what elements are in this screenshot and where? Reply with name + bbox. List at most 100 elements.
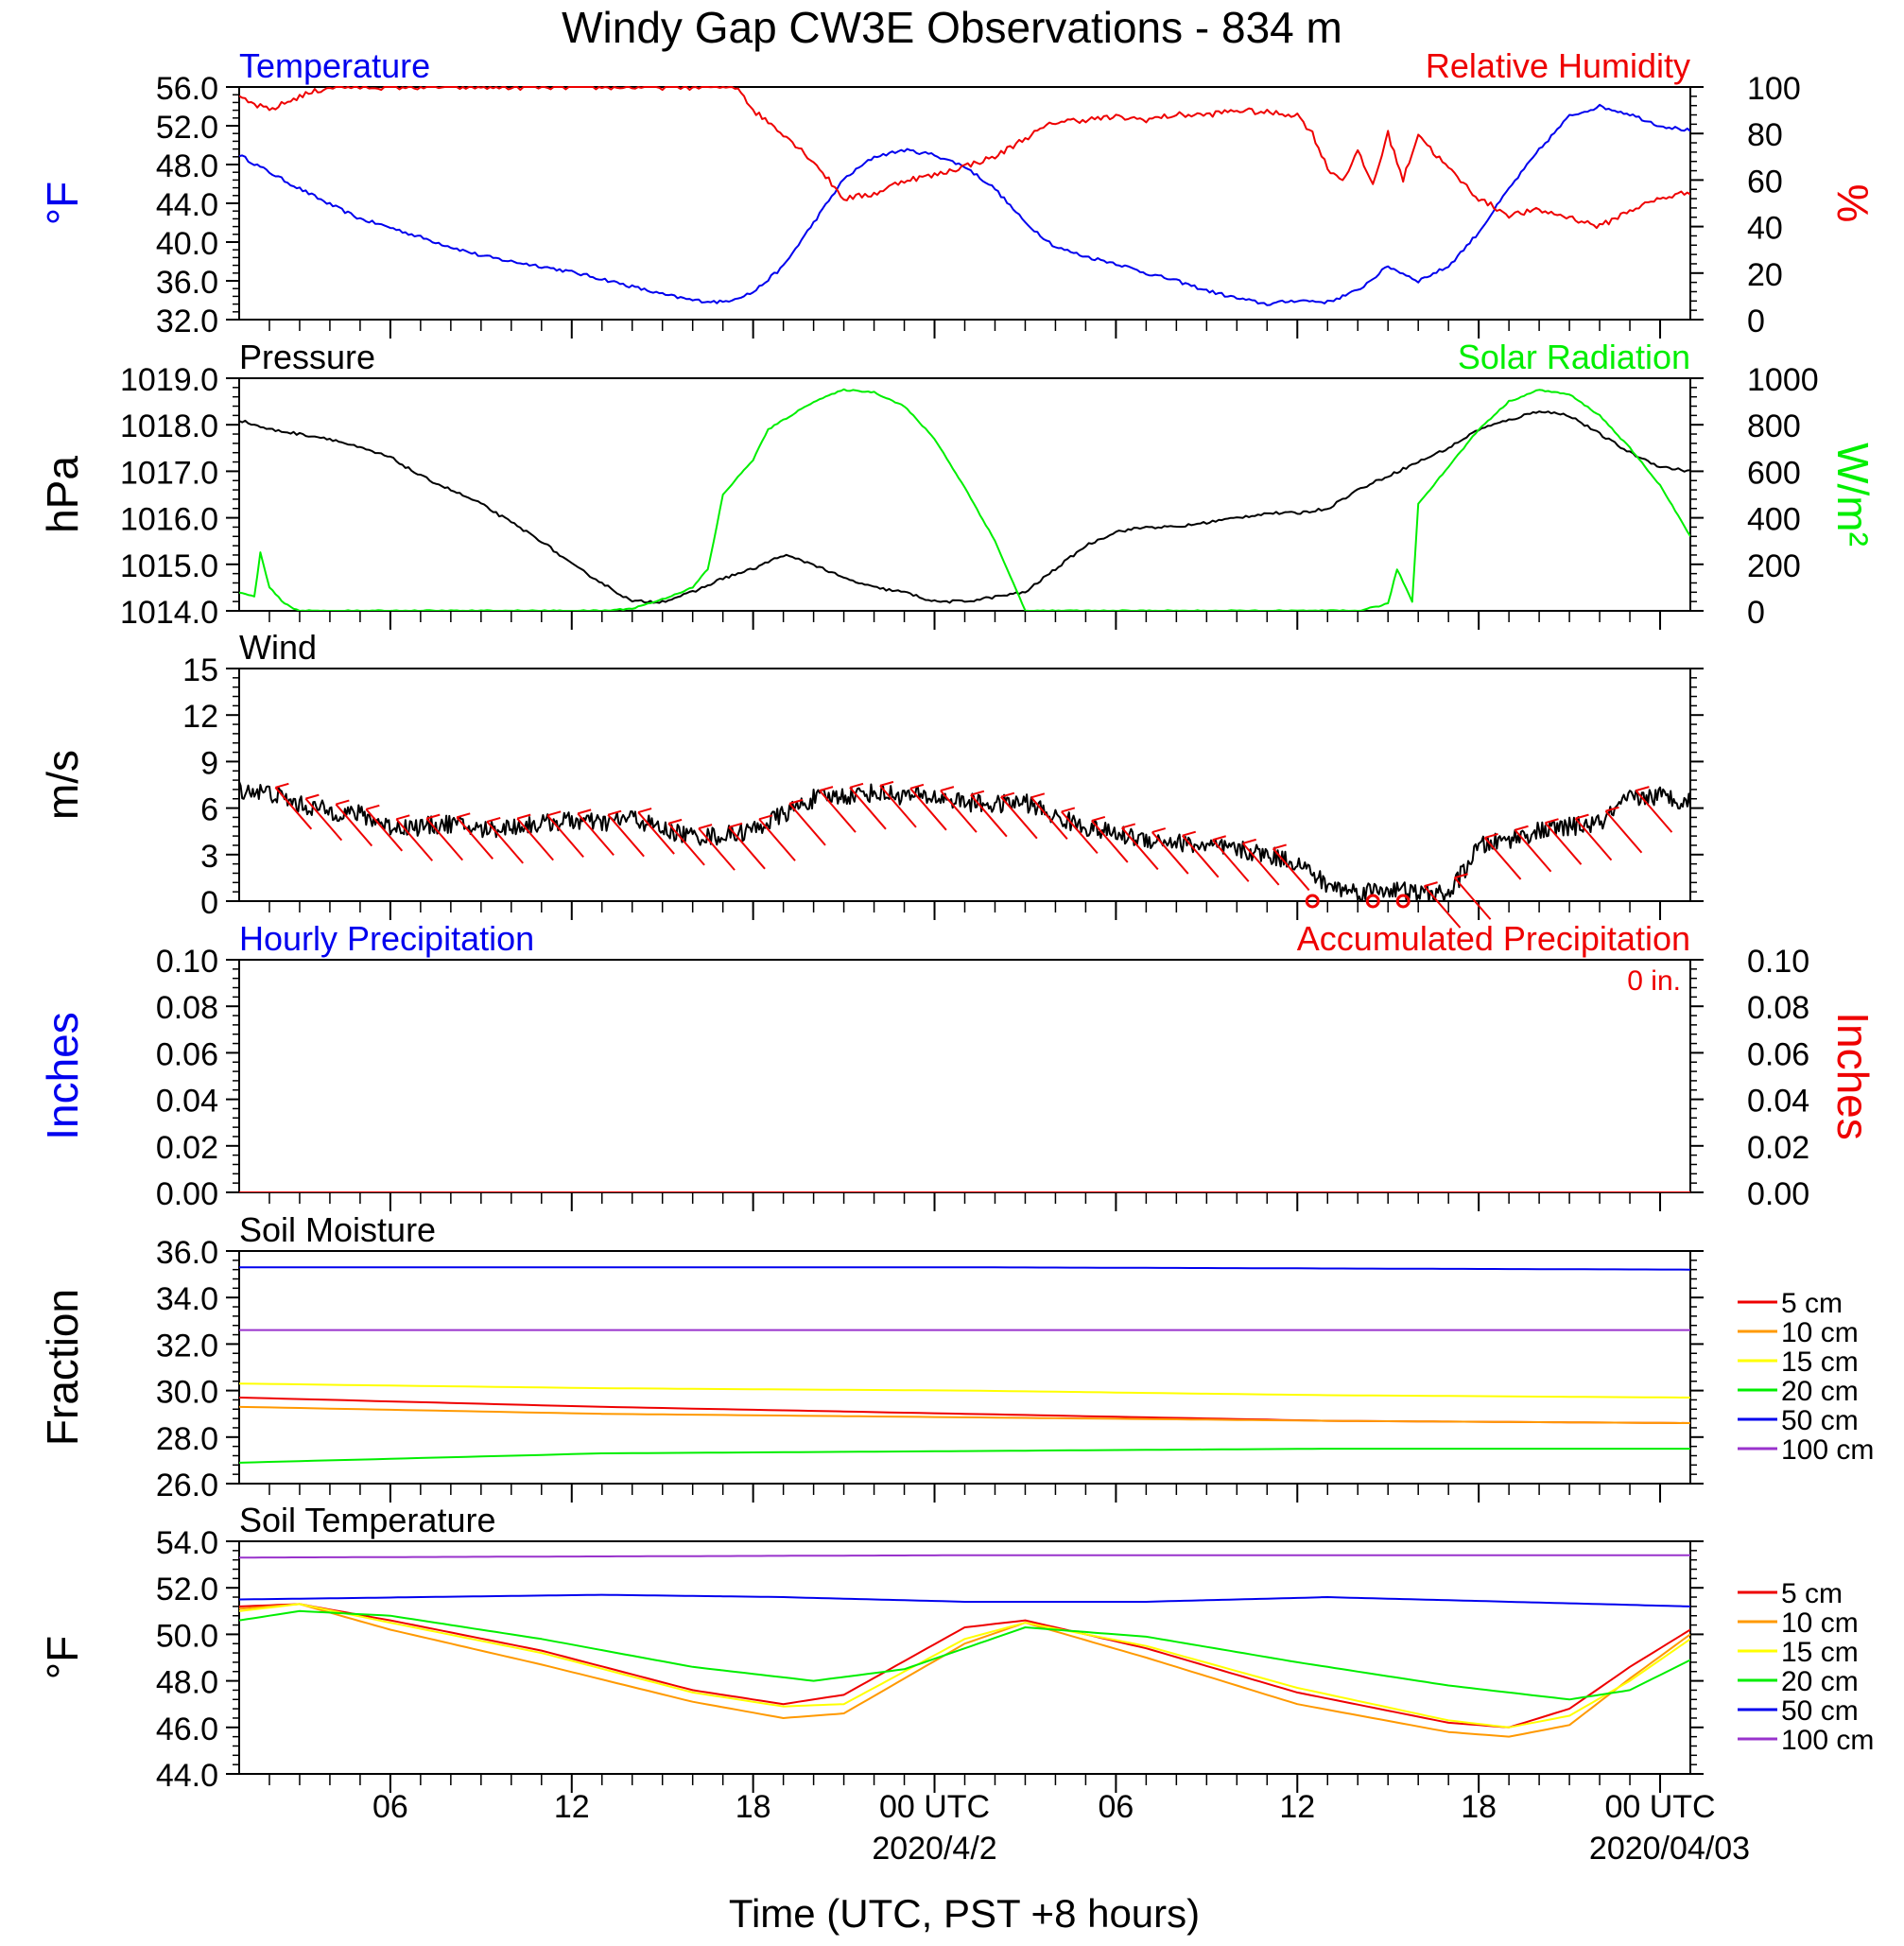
panel-4: 26.0 28.0 30.0 32.0 34.0 36.0 Soil Moisture Fra…: [38, 1210, 1874, 1503]
wind-barb-flag: [758, 814, 773, 821]
wind-barb: [819, 790, 857, 833]
y-tick-label-right: 0.02: [1747, 1130, 1809, 1166]
panel-5: 44.0 46.0 48.0 50.0 52.0 54.0 Soil Temperature…: [38, 1501, 1874, 1794]
plot-frame: [238, 377, 1691, 612]
wind-barb: [395, 818, 434, 861]
y-tick-label-right: 40: [1747, 211, 1783, 247]
wind-barb: [909, 788, 947, 831]
wind-barb-flag: [1424, 881, 1438, 888]
y-tick-label-right: 0.06: [1747, 1036, 1809, 1072]
legend-label: 10 cm: [1781, 1317, 1859, 1348]
series-line-3: [239, 1448, 1690, 1464]
wind-barb: [1483, 837, 1522, 880]
wind-barb: [546, 814, 584, 858]
y-axis-label-right: %: [1828, 184, 1878, 223]
wind-barb-flag: [819, 786, 834, 792]
x-tick-label: 00 UTC: [879, 1789, 990, 1825]
legend-label: 50 cm: [1781, 1405, 1859, 1436]
y-tick-label: 30.0: [156, 1375, 218, 1411]
panel-title-right: Relative Humidity: [1426, 46, 1690, 85]
wind-barb-flag: [1091, 815, 1106, 822]
wind-barb-flag: [1454, 873, 1468, 879]
legend-label: 15 cm: [1781, 1637, 1859, 1668]
wind-barb-flag: [698, 824, 713, 830]
y-tick-label: 56.0: [156, 71, 218, 107]
wind-barb-flag: [1061, 807, 1076, 813]
y-axis-label-left: °F: [38, 1636, 87, 1680]
series-group: [239, 388, 1690, 611]
wind-barb-flag: [577, 808, 592, 815]
wind-barb-flag: [1605, 806, 1619, 812]
y-tick-label-right: 400: [1747, 502, 1801, 538]
series-group: [239, 1554, 1690, 1738]
series-line-1: [239, 1405, 1690, 1424]
wind-barb-flag: [1212, 835, 1227, 842]
wind-barb-flag: [486, 816, 501, 823]
panel-0: 32.036.040.044.048.052.056.0 0 20 40 60 80 100…: [38, 46, 1878, 339]
series-group: [239, 1266, 1690, 1464]
y-tick-label-right: 600: [1747, 455, 1801, 491]
x-tick-label: 18: [736, 1789, 771, 1825]
y-tick-label: 1016.0: [120, 502, 218, 538]
wind-barb: [788, 803, 826, 846]
panel-title-right: Accumulated Precipitation: [1297, 919, 1690, 958]
wind-barb-flag: [336, 799, 350, 806]
series-line-2: [239, 1382, 1690, 1399]
y-tick-label: 1017.0: [120, 455, 218, 491]
y-tick-label: 32.0: [156, 1328, 218, 1364]
y-tick-label: 44.0: [156, 1758, 218, 1794]
y-tick-label: 15: [182, 652, 218, 688]
plot-frame: [238, 959, 1691, 1193]
y-tick-label: 36.0: [156, 265, 218, 301]
plot-frame: [238, 86, 1691, 321]
legend-label: 5 cm: [1781, 1288, 1843, 1319]
y-axis-label-left: Inches: [38, 1012, 87, 1140]
y-axis-label-left: Fraction: [38, 1289, 87, 1446]
y-tick-label-right: 800: [1747, 408, 1801, 444]
wind-barb: [425, 817, 464, 861]
wind-barb: [1181, 835, 1220, 878]
panel-title-left: Soil Moisture: [239, 1210, 436, 1249]
series-line-1: [239, 86, 1690, 230]
x-tick-label: 00 UTC: [1604, 1789, 1715, 1825]
wind-barb: [1091, 820, 1129, 863]
panel-2: 0 3 6 9 12 15 Wind m/s: [38, 628, 1704, 929]
wind-barb-flag: [1000, 791, 1015, 798]
wind-barb-flag: [366, 804, 380, 810]
wind-barb-flag: [1121, 823, 1136, 829]
page-title: Windy Gap CW3E Observations - 834 m: [562, 3, 1342, 52]
panel-title-left: Soil Temperature: [239, 1501, 495, 1539]
wind-barb: [1544, 822, 1583, 865]
wind-barb: [758, 818, 796, 861]
y-tick-label-right: 80: [1747, 117, 1783, 153]
wind-barb-flag: [1272, 843, 1287, 850]
wind-barb-flag: [1575, 813, 1589, 820]
y-tick-label: 52.0: [156, 1572, 218, 1607]
series-line-0: [239, 781, 1690, 901]
wind-barb-flag: [637, 808, 652, 814]
panels: 32.036.040.044.048.052.056.0020406080100…: [38, 46, 1878, 1867]
y-tick-label: 0.02: [156, 1130, 218, 1166]
y-tick-label: 0: [200, 885, 218, 921]
wind-barb: [667, 823, 705, 866]
wind-barb: [849, 787, 887, 830]
wind-barb: [1121, 826, 1159, 871]
wind-barb-flag: [1242, 838, 1256, 844]
wind-barb-flag: [970, 790, 985, 796]
series-line-5: [239, 1554, 1690, 1559]
wind-barb: [1423, 885, 1462, 929]
wind-barb-flag: [788, 798, 804, 805]
y-tick-label-right: 0.08: [1747, 990, 1809, 1026]
y-tick-label: 3: [200, 839, 218, 875]
plot-frame: [238, 668, 1691, 902]
wind-barb-flag: [909, 783, 925, 790]
wind-barb: [486, 821, 524, 864]
panel-title-left: Hourly Precipitation: [239, 919, 534, 958]
wind-barb-flag: [607, 809, 622, 816]
wind-barb: [1241, 843, 1280, 886]
wind-barb-flag: [1545, 818, 1559, 825]
y-tick-label-right: 60: [1747, 164, 1783, 200]
panel-3: 0.00 0.02 0.04 0.06 0.08 0.10 0.00 0.02 0.04 0.06…: [38, 919, 1878, 1212]
series-group: [239, 781, 1690, 901]
y-axis-label-right: Inches: [1828, 1012, 1878, 1140]
